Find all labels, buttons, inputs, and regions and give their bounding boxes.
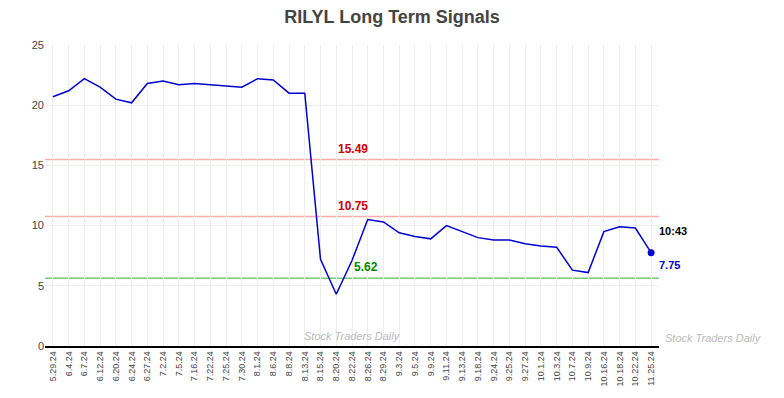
svg-text:Stock Traders Daily: Stock Traders Daily (665, 332, 762, 344)
svg-text:Stock Traders Daily: Stock Traders Daily (304, 330, 401, 342)
svg-text:9.9.24: 9.9.24 (426, 351, 436, 376)
svg-text:9.18.24: 9.18.24 (473, 351, 483, 381)
svg-text:11.25.24: 11.25.24 (646, 351, 656, 385)
svg-text:8.1.24: 8.1.24 (252, 351, 262, 376)
svg-text:9.25.24: 9.25.24 (504, 351, 514, 381)
svg-text:10.1.24: 10.1.24 (536, 351, 546, 381)
svg-text:15: 15 (32, 159, 44, 171)
svg-text:6.24.24: 6.24.24 (127, 351, 137, 381)
svg-text:5.62: 5.62 (354, 260, 378, 274)
svg-text:7.5.24: 7.5.24 (174, 351, 184, 376)
svg-text:9.11.24: 9.11.24 (441, 351, 451, 380)
svg-text:8.20.24: 8.20.24 (331, 351, 341, 381)
svg-text:8.13.24: 8.13.24 (300, 351, 310, 381)
svg-text:6.27.24: 6.27.24 (142, 351, 152, 381)
svg-text:7.16.24: 7.16.24 (189, 351, 199, 381)
svg-text:8.26.24: 8.26.24 (363, 351, 373, 381)
svg-text:5.29.24: 5.29.24 (48, 351, 58, 381)
svg-text:5: 5 (38, 280, 44, 292)
svg-text:8.6.24: 8.6.24 (268, 351, 278, 376)
svg-text:10: 10 (32, 219, 44, 231)
svg-text:9.27.24: 9.27.24 (520, 351, 530, 381)
svg-text:8.22.24: 8.22.24 (347, 351, 357, 381)
svg-text:10.16.24: 10.16.24 (599, 351, 609, 386)
svg-text:7.30.24: 7.30.24 (237, 351, 247, 381)
svg-text:6.4.24: 6.4.24 (64, 351, 74, 376)
svg-text:9.3.24: 9.3.24 (394, 351, 404, 376)
svg-text:7.75: 7.75 (659, 259, 680, 271)
svg-text:7.22.24: 7.22.24 (205, 351, 215, 381)
svg-text:9.5.24: 9.5.24 (410, 351, 420, 376)
svg-text:20: 20 (32, 99, 44, 111)
svg-text:9.24.24: 9.24.24 (489, 351, 499, 381)
svg-text:6.7.24: 6.7.24 (79, 351, 89, 376)
svg-text:10.18.24: 10.18.24 (615, 351, 625, 386)
svg-text:0: 0 (38, 340, 44, 352)
svg-text:8.8.24: 8.8.24 (284, 351, 294, 376)
svg-text:9.13.24: 9.13.24 (457, 351, 467, 381)
svg-text:10.3.24: 10.3.24 (552, 351, 562, 381)
svg-text:15.49: 15.49 (338, 142, 368, 156)
svg-text:10.9.24: 10.9.24 (583, 351, 593, 381)
svg-text:10.22.24: 10.22.24 (630, 351, 640, 386)
svg-text:10.7.24: 10.7.24 (567, 351, 577, 381)
svg-text:8.29.24: 8.29.24 (378, 351, 388, 381)
svg-text:10:43: 10:43 (659, 225, 687, 237)
svg-text:10.75: 10.75 (338, 199, 368, 213)
svg-text:6.12.24: 6.12.24 (95, 351, 105, 381)
svg-text:RILYL Long Term Signals: RILYL Long Term Signals (284, 7, 500, 27)
svg-text:7.25.24: 7.25.24 (221, 351, 231, 381)
svg-text:7.2.24: 7.2.24 (158, 351, 168, 376)
svg-text:6.20.24: 6.20.24 (111, 351, 121, 381)
svg-text:25: 25 (32, 39, 44, 51)
svg-text:8.15.24: 8.15.24 (315, 351, 325, 381)
